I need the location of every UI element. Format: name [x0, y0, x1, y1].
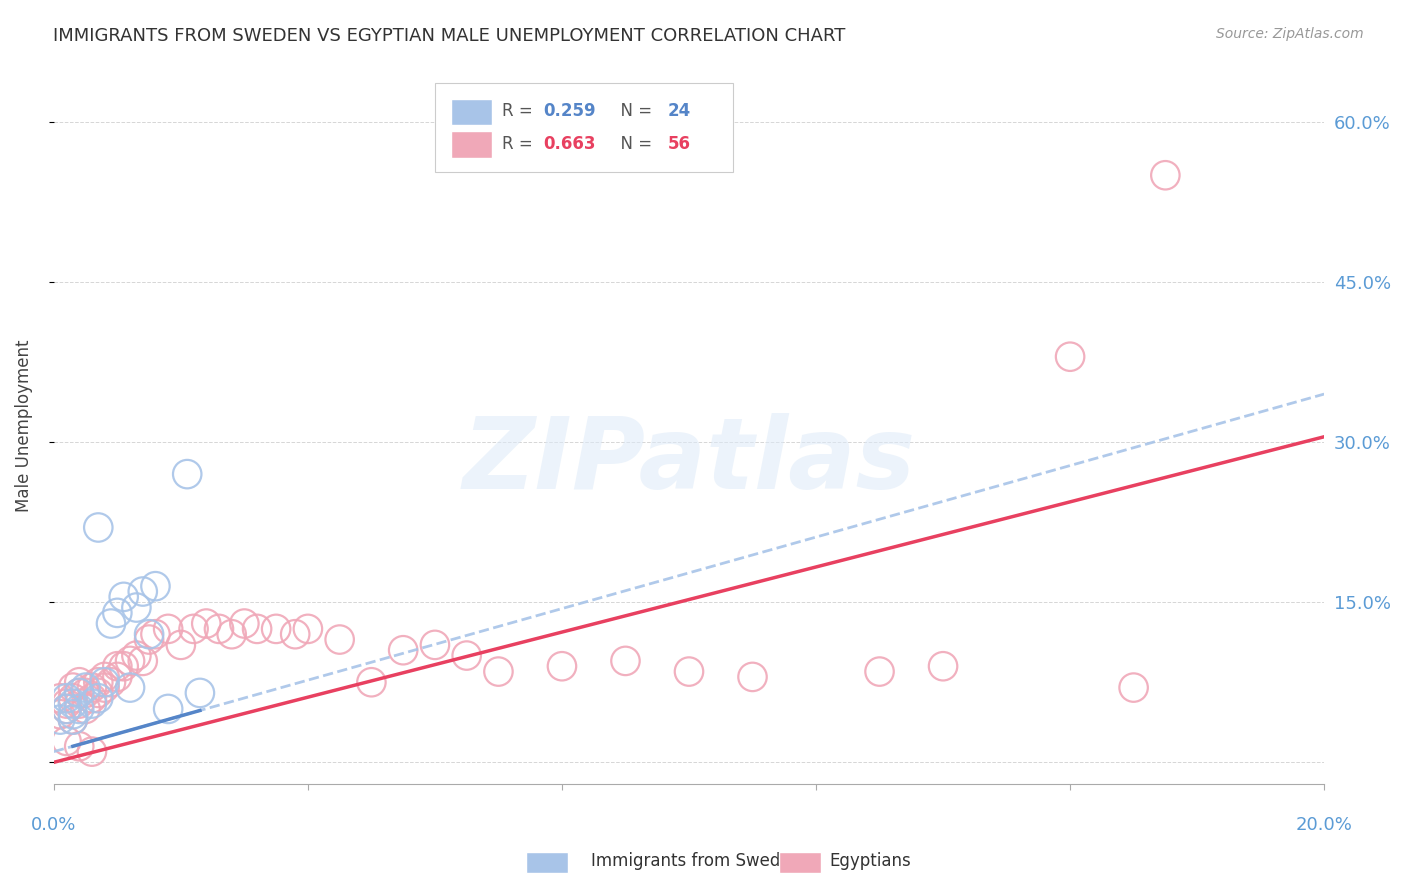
Point	[132, 584, 155, 599]
Text: ZIPatlas: ZIPatlas	[463, 413, 915, 510]
Point	[188, 686, 211, 700]
Point	[132, 654, 155, 668]
Text: Source: ZipAtlas.com: Source: ZipAtlas.com	[1216, 27, 1364, 41]
Point	[80, 745, 103, 759]
Point	[456, 648, 478, 663]
Point	[55, 702, 77, 716]
FancyBboxPatch shape	[451, 98, 492, 125]
Point	[138, 632, 160, 647]
Text: R =: R =	[502, 135, 538, 153]
Point	[138, 627, 160, 641]
Point	[297, 622, 319, 636]
Point	[87, 686, 110, 700]
Point	[221, 627, 243, 641]
Point	[75, 686, 97, 700]
Point	[1154, 168, 1177, 182]
Point	[284, 627, 307, 641]
Point	[62, 713, 84, 727]
Text: 0.0%: 0.0%	[31, 815, 76, 834]
Point	[176, 467, 198, 482]
Point	[145, 627, 167, 641]
Point	[246, 622, 269, 636]
Point	[112, 590, 135, 604]
Point	[1122, 681, 1144, 695]
Point	[551, 659, 574, 673]
Point	[170, 638, 193, 652]
Point	[100, 675, 122, 690]
Point	[62, 681, 84, 695]
Text: R =: R =	[502, 103, 538, 120]
Text: Egyptians: Egyptians	[830, 852, 911, 870]
Point	[55, 691, 77, 706]
Point	[233, 616, 256, 631]
Point	[49, 713, 72, 727]
Point	[55, 697, 77, 711]
Point	[195, 616, 218, 631]
Point	[118, 681, 141, 695]
Point	[62, 713, 84, 727]
Text: IMMIGRANTS FROM SWEDEN VS EGYPTIAN MALE UNEMPLOYMENT CORRELATION CHART: IMMIGRANTS FROM SWEDEN VS EGYPTIAN MALE …	[53, 27, 846, 45]
Point	[183, 622, 205, 636]
Point	[264, 622, 287, 636]
Point	[125, 648, 148, 663]
Point	[741, 670, 763, 684]
Text: 0.663: 0.663	[543, 135, 595, 153]
Point	[208, 622, 231, 636]
Point	[488, 665, 510, 679]
Point	[49, 707, 72, 722]
Point	[105, 606, 128, 620]
FancyBboxPatch shape	[451, 131, 492, 158]
Point	[62, 697, 84, 711]
Point	[329, 632, 352, 647]
Point	[93, 670, 115, 684]
Text: 0.259: 0.259	[543, 103, 596, 120]
Point	[614, 654, 637, 668]
Point	[100, 616, 122, 631]
FancyBboxPatch shape	[434, 83, 734, 172]
Point	[75, 702, 97, 716]
Text: Immigrants from Sweden: Immigrants from Sweden	[591, 852, 800, 870]
Point	[360, 675, 382, 690]
Point	[118, 654, 141, 668]
Point	[67, 686, 90, 700]
Text: 56: 56	[668, 135, 690, 153]
Point	[67, 702, 90, 716]
Point	[678, 665, 700, 679]
Y-axis label: Male Unemployment: Male Unemployment	[15, 340, 32, 512]
Point	[93, 681, 115, 695]
Point	[105, 670, 128, 684]
Point	[67, 739, 90, 754]
Point	[80, 681, 103, 695]
Point	[67, 697, 90, 711]
Point	[87, 520, 110, 534]
Point	[55, 734, 77, 748]
Point	[87, 691, 110, 706]
Point	[80, 691, 103, 706]
Point	[75, 681, 97, 695]
Point	[105, 659, 128, 673]
Point	[423, 638, 446, 652]
Point	[869, 665, 891, 679]
Point	[157, 622, 180, 636]
Point	[62, 691, 84, 706]
Text: 20.0%: 20.0%	[1296, 815, 1353, 834]
Point	[157, 702, 180, 716]
Point	[93, 675, 115, 690]
Point	[80, 697, 103, 711]
Point	[67, 686, 90, 700]
Text: N =: N =	[610, 135, 658, 153]
Text: 24: 24	[668, 103, 690, 120]
Point	[932, 659, 955, 673]
Point	[67, 675, 90, 690]
Point	[49, 691, 72, 706]
Point	[125, 600, 148, 615]
Point	[55, 702, 77, 716]
Text: N =: N =	[610, 103, 658, 120]
Point	[1059, 350, 1081, 364]
Point	[112, 659, 135, 673]
Point	[62, 707, 84, 722]
Point	[145, 579, 167, 593]
Point	[392, 643, 415, 657]
Point	[87, 675, 110, 690]
